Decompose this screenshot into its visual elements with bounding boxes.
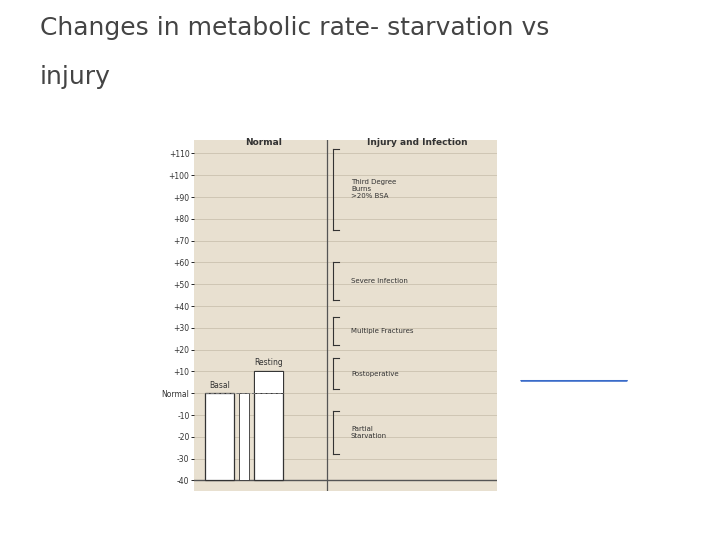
- Text: Normal: Normal: [245, 138, 282, 147]
- Text: Multiple Fractures: Multiple Fractures: [351, 328, 413, 334]
- Text: Basal: Basal: [210, 381, 230, 390]
- Text: Resting: Resting: [254, 358, 283, 367]
- Text: Postoperative: Postoperative: [351, 370, 399, 377]
- Text: Injury and Infection: Injury and Infection: [367, 138, 467, 147]
- Bar: [254, 372, 283, 393]
- Text: 10%: 10%: [261, 381, 276, 387]
- Text: Changes in metabolic rate- starvation vs: Changes in metabolic rate- starvation vs: [40, 16, 549, 40]
- Bar: [240, 393, 249, 481]
- Bar: [205, 393, 234, 481]
- Bar: [254, 372, 283, 481]
- Text: injury: injury: [40, 65, 110, 89]
- Text: Third Degree
Burns
>20% BSA: Third Degree Burns >20% BSA: [351, 179, 396, 199]
- Text: Severe Infection: Severe Infection: [351, 278, 408, 284]
- Text: Partial
Starvation: Partial Starvation: [351, 426, 387, 439]
